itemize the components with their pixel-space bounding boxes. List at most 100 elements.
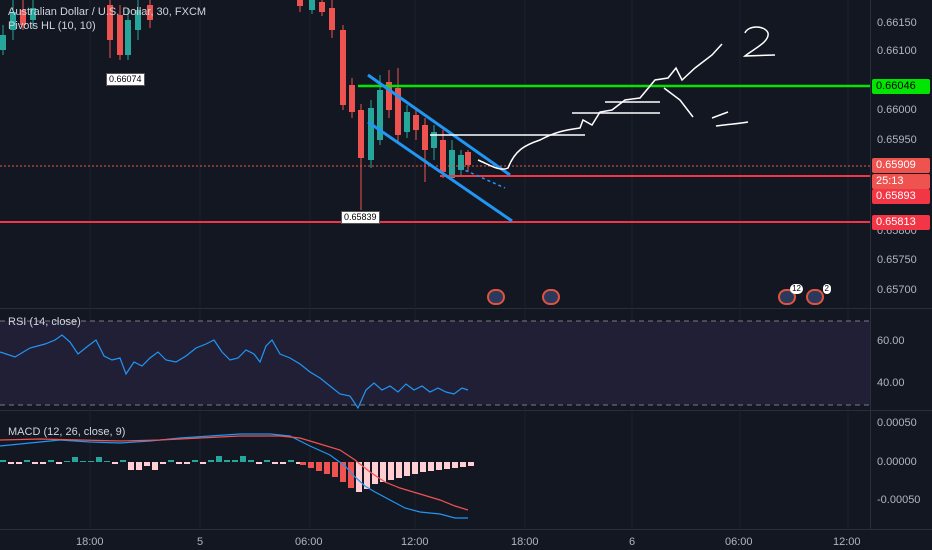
candle-body	[107, 5, 113, 40]
pivot-low-label: 0.65839	[341, 211, 380, 224]
macd-bar	[256, 462, 262, 464]
macd-tick: -0.00050	[877, 494, 921, 506]
channel-upper-line[interactable]	[367, 73, 511, 177]
candle-body	[0, 35, 6, 50]
macd-bar	[80, 461, 86, 462]
macd-bar	[340, 462, 346, 482]
event-marker[interactable]	[542, 289, 560, 305]
candles	[0, 0, 471, 210]
macd-bar	[40, 462, 46, 464]
macd-bar	[380, 462, 386, 482]
red-level-tag-2: 0.65813	[872, 215, 930, 230]
candle-body	[30, 8, 36, 20]
event-count-badge: 12	[790, 284, 803, 294]
grid	[89, 0, 849, 529]
event-marker[interactable]	[487, 289, 505, 305]
macd-bar	[32, 462, 38, 464]
candle-body	[465, 152, 471, 165]
rsi-pane[interactable]	[0, 309, 870, 410]
macd-axis[interactable]: 0.00050 0.00000 -0.00050	[870, 411, 932, 529]
macd-bar	[332, 462, 338, 477]
macd-bar	[308, 462, 314, 468]
candle-body	[10, 12, 16, 30]
candle-body	[125, 20, 131, 55]
macd-bar	[420, 462, 426, 472]
candle-body	[349, 85, 355, 112]
macd-bar	[16, 462, 22, 464]
channel-lower-line[interactable]	[367, 120, 513, 223]
macd-bar	[136, 462, 142, 470]
time-label: 06:00	[295, 536, 323, 548]
candle-body	[440, 140, 446, 172]
handwritten-1-mark	[711, 111, 749, 127]
chart-canvas[interactable]	[0, 0, 870, 550]
macd-bar	[388, 462, 394, 480]
macd-bar	[324, 462, 330, 474]
macd-bar	[280, 462, 286, 464]
projection-path[interactable]	[477, 43, 723, 170]
price-tick: 0.66100	[877, 45, 917, 57]
macd-bar	[240, 456, 246, 462]
candle-body	[319, 2, 325, 12]
macd-legend[interactable]: MACD (12, 26, close, 9)	[8, 426, 126, 438]
price-tick: 0.65750	[877, 254, 917, 266]
macd-bar	[296, 462, 302, 464]
time-label: 6	[629, 536, 636, 548]
pane-divider[interactable]	[0, 308, 932, 309]
macd-bar	[272, 462, 278, 464]
candle-body	[297, 0, 303, 6]
rsi-tick: 40.00	[877, 377, 905, 389]
macd-bar	[372, 462, 378, 484]
candle-body	[368, 108, 374, 160]
macd-bar	[348, 462, 354, 488]
candle-body	[422, 125, 428, 150]
macd-bar	[248, 460, 254, 462]
pane-divider[interactable]	[0, 410, 932, 411]
event-marker[interactable]: 2	[806, 284, 831, 305]
macd-bar	[160, 462, 166, 464]
price-pane[interactable]	[0, 0, 870, 308]
projection-alt-path[interactable]	[663, 87, 694, 118]
chart-title[interactable]: Australian Dollar / U.S. Dollar, 30, FXC…	[8, 6, 207, 18]
macd-bar	[64, 461, 70, 462]
macd-bar	[200, 462, 206, 464]
macd-pane[interactable]	[0, 411, 870, 529]
macd-bar	[56, 462, 62, 464]
red-level-tag-1: 0.65893	[872, 189, 930, 204]
macd-bar	[104, 461, 110, 462]
macd-bar	[144, 462, 150, 466]
rsi-axis[interactable]: 60.00 40.00	[870, 309, 932, 410]
candle-body	[358, 110, 364, 158]
time-axis[interactable]: 18:00 5 06:00 12:00 18:00 6 06:00 12:00	[0, 530, 932, 550]
rsi-line-visible	[0, 334, 469, 410]
macd-bar	[264, 460, 270, 462]
rsi-legend[interactable]: RSI (14, close)	[8, 316, 81, 328]
time-axis-divider	[0, 529, 932, 530]
macd-bar	[120, 460, 126, 462]
indicator-legend[interactable]: Pivots HL (10, 10)	[8, 20, 96, 32]
macd-tick: 0.00000	[877, 456, 917, 468]
macd-bar	[428, 462, 434, 471]
time-label: 12:00	[401, 536, 429, 548]
macd-bar	[444, 462, 450, 469]
macd-bar	[460, 462, 466, 467]
candle-body	[117, 15, 123, 55]
macd-bar	[468, 462, 474, 466]
rsi-tick: 60.00	[877, 335, 905, 347]
candle-body	[431, 132, 437, 148]
macd-bar	[24, 460, 30, 462]
candle-body	[458, 155, 464, 170]
price-axis[interactable]: 0.66150 0.66100 0.66000 0.65950 0.65800 …	[870, 0, 932, 308]
candle-body	[20, 10, 26, 25]
macd-bar	[232, 460, 238, 462]
event-marker[interactable]: 12	[778, 284, 803, 305]
macd-bar	[436, 462, 442, 470]
candle-body	[377, 90, 383, 140]
macd-bar	[88, 461, 94, 462]
macd-bar	[224, 460, 230, 462]
macd-bar	[404, 462, 410, 476]
macd-bar	[192, 460, 198, 462]
price-tick: 0.65950	[877, 134, 917, 146]
last-price-tag: 0.65909	[872, 158, 930, 173]
macd-tick: 0.00050	[877, 417, 917, 429]
